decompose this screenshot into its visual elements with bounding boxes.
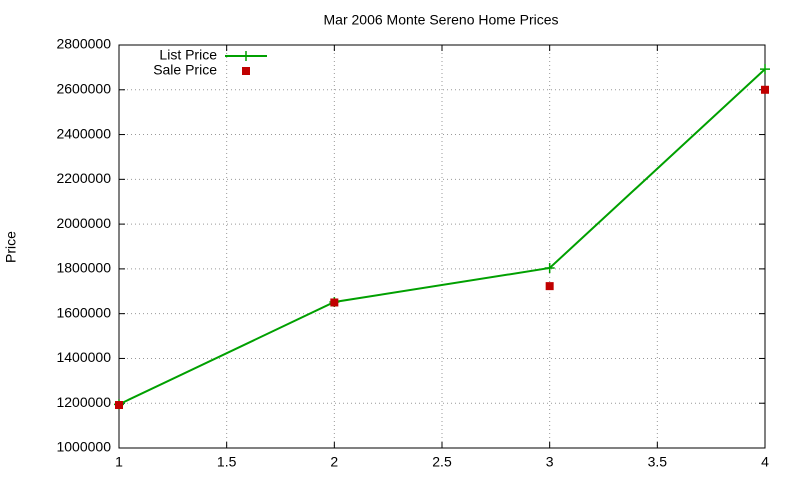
legend-swatch [242, 67, 250, 75]
y-tick-label: 2600000 [56, 80, 111, 96]
y-axis-label: Price [3, 231, 19, 263]
y-tick-label: 1800000 [56, 260, 111, 276]
y-tick-label: 2200000 [56, 170, 111, 186]
legend-swatch [241, 51, 251, 61]
y-tick-label: 1000000 [56, 439, 111, 455]
plot-border [118, 44, 766, 449]
x-tick-label: 2.5 [432, 454, 452, 470]
series-line [118, 68, 766, 406]
legend-label: Sale Price [153, 62, 217, 78]
point-marker [544, 262, 555, 273]
y-tick-label: 1600000 [56, 304, 111, 320]
x-tick-label: 3.5 [648, 454, 668, 470]
y-tick-label: 1400000 [56, 349, 111, 365]
legend-label: List Price [159, 47, 217, 63]
x-tick-label: 1.5 [217, 454, 237, 470]
point-marker [115, 401, 123, 410]
x-tick-label: 1 [115, 454, 123, 470]
y-tick-label: 2800000 [56, 36, 111, 52]
y-tick-label: 2400000 [56, 125, 111, 141]
x-tick-label: 2 [330, 454, 338, 470]
point-marker [761, 85, 769, 94]
x-tick-label: 4 [761, 454, 769, 470]
y-tick-label: 2000000 [56, 215, 111, 231]
chart-title: Mar 2006 Monte Sereno Home Prices [324, 12, 559, 28]
point-marker [545, 282, 554, 291]
y-tick-label: 1200000 [56, 394, 111, 410]
x-tick-label: 3 [546, 454, 554, 470]
point-marker [760, 64, 770, 75]
point-marker [330, 298, 339, 307]
